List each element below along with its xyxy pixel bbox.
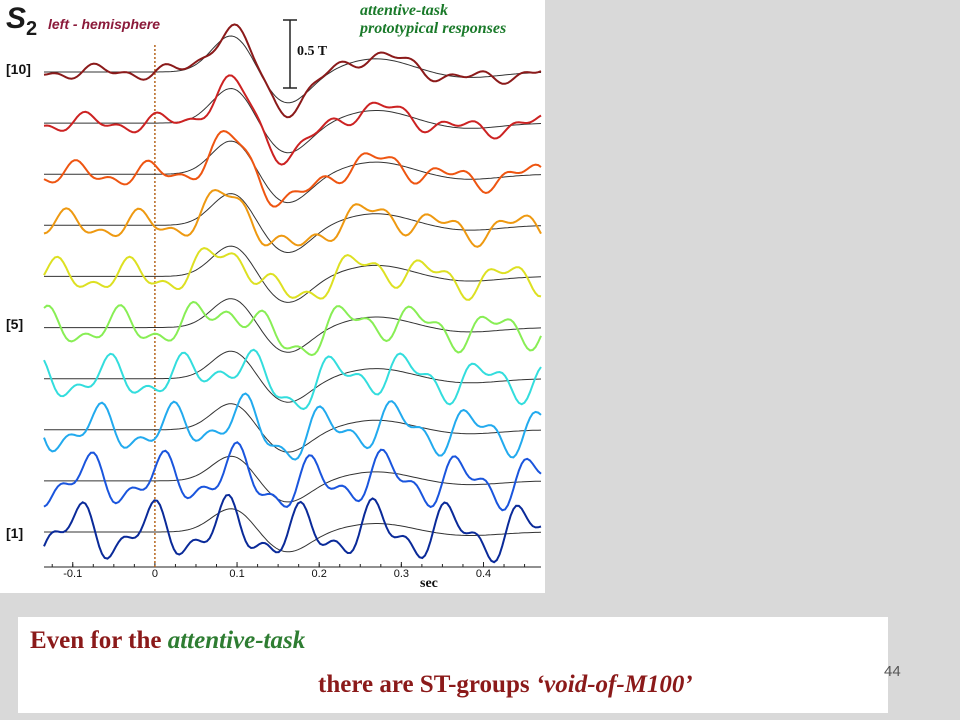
page-number: 44 bbox=[884, 663, 901, 680]
prototype-trace-2 bbox=[44, 455, 542, 503]
prototype-trace-5 bbox=[44, 298, 542, 353]
prototype-trace-6 bbox=[44, 245, 542, 303]
waveform-chart bbox=[43, 19, 542, 568]
x-tick-label: 0.4 bbox=[475, 568, 492, 580]
channel-trace-10 bbox=[43, 23, 542, 119]
caption-line-2-emphasis: ‘void-of-M100’ bbox=[535, 671, 693, 698]
x-tick-label: 0.3 bbox=[393, 568, 409, 580]
channel-trace-3 bbox=[43, 392, 542, 461]
caption-line-2-prefix: there are ST-groups bbox=[318, 671, 536, 698]
channel-trace-9 bbox=[43, 74, 542, 166]
caption-line-1-prefix: Even for the bbox=[30, 627, 168, 654]
prototype-trace-4 bbox=[44, 350, 542, 403]
channel-trace-6 bbox=[43, 247, 542, 301]
channel-trace-7 bbox=[43, 188, 542, 248]
prototype-trace-9 bbox=[44, 87, 542, 154]
prototype-trace-1 bbox=[44, 508, 542, 553]
caption-line-1-emphasis: attentive-task bbox=[167, 627, 306, 654]
prototype-trace-3 bbox=[44, 403, 542, 453]
subject-label: S2 bbox=[6, 2, 38, 40]
hemisphere-label: left - hemisphere bbox=[48, 16, 161, 32]
channel-trace-2 bbox=[43, 441, 542, 512]
x-tick-label: 0.2 bbox=[311, 568, 327, 580]
channel-label-1: [1] bbox=[6, 525, 24, 541]
x-tick-label: -0.1 bbox=[63, 568, 83, 580]
prototype-trace-8 bbox=[44, 140, 542, 204]
channel-label-5: [5] bbox=[6, 316, 24, 332]
x-tick-label: 0.1 bbox=[229, 568, 245, 580]
task-title-line2: prototypical responses bbox=[360, 20, 507, 37]
x-tick-label: 0 bbox=[151, 568, 158, 580]
channel-trace-1 bbox=[43, 493, 542, 564]
channel-label-10: [10] bbox=[6, 61, 31, 77]
task-title-line1: attentive-task bbox=[360, 2, 448, 19]
plot-panel: S2 left - hemisphere attentive-task prot… bbox=[0, 0, 545, 593]
caption-line-2: there are ST-groups ‘void-of-M100’ bbox=[318, 671, 693, 699]
channel-trace-8 bbox=[43, 129, 542, 208]
prototype-trace-10 bbox=[44, 35, 541, 104]
task-title: attentive-task prototypical responses bbox=[360, 2, 506, 38]
channel-trace-5 bbox=[43, 300, 542, 357]
caption-box: Even for the attentive-task there are ST… bbox=[18, 617, 888, 713]
x-axis-unit: sec bbox=[420, 576, 438, 591]
scale-bar-label: 0.5 T bbox=[297, 44, 328, 59]
caption-line-1: Even for the attentive-task bbox=[30, 627, 305, 655]
channel-trace-4 bbox=[43, 348, 542, 411]
